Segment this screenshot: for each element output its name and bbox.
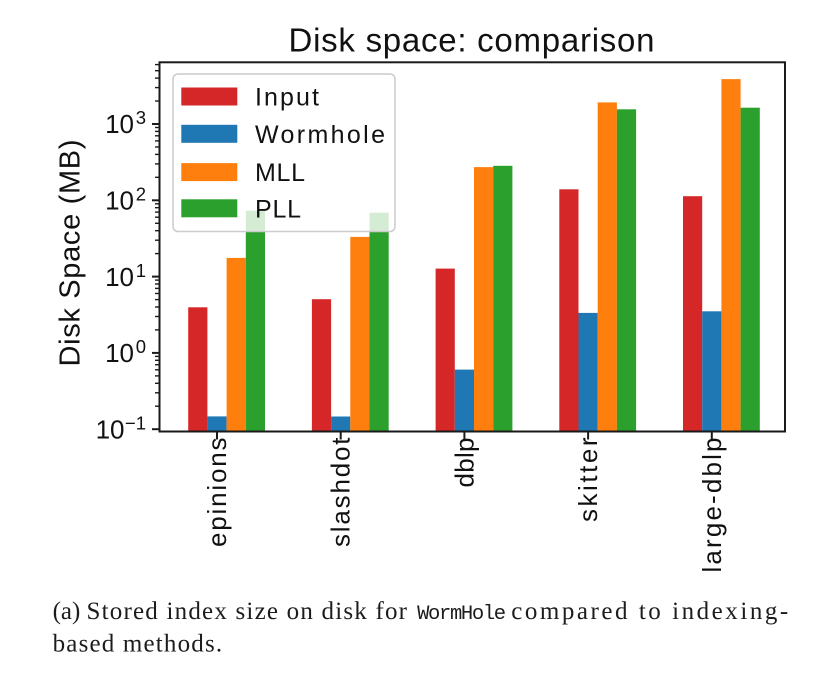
svg-text:Wormhole: Wormhole	[255, 121, 385, 149]
svg-text:compared to indexing-: compared to indexing-	[511, 598, 788, 625]
svg-text:dblp: dblp	[449, 438, 479, 488]
svg-text:Input: Input	[255, 84, 319, 112]
svg-text:3: 3	[136, 107, 146, 128]
svg-text:0: 0	[136, 336, 146, 357]
svg-text:Stored index size on disk for: Stored index size on disk for	[87, 598, 408, 625]
svg-text:10: 10	[105, 109, 134, 139]
svg-text:skitter: skitter	[573, 437, 603, 522]
svg-text:WormHole: WormHole	[417, 603, 506, 626]
svg-text:2: 2	[136, 184, 146, 205]
svg-text:10: 10	[105, 186, 134, 216]
svg-text:(a): (a)	[53, 598, 81, 625]
svg-text:−1: −1	[125, 412, 146, 433]
svg-text:PLL: PLL	[255, 195, 301, 223]
svg-text:10: 10	[96, 414, 125, 444]
svg-text:10: 10	[105, 262, 134, 292]
svg-text:1: 1	[136, 260, 146, 281]
svg-text:10: 10	[105, 338, 134, 368]
svg-text:Disk Space (MB): Disk Space (MB)	[55, 140, 87, 367]
svg-text:Disk space: comparison: Disk space: comparison	[289, 22, 655, 59]
svg-text:slashdot: slashdot	[326, 437, 356, 547]
svg-text:based methods.: based methods.	[53, 631, 223, 658]
svg-text:MLL: MLL	[255, 159, 305, 187]
